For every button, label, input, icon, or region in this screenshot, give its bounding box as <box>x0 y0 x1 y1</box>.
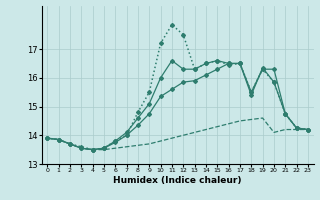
X-axis label: Humidex (Indice chaleur): Humidex (Indice chaleur) <box>113 176 242 185</box>
